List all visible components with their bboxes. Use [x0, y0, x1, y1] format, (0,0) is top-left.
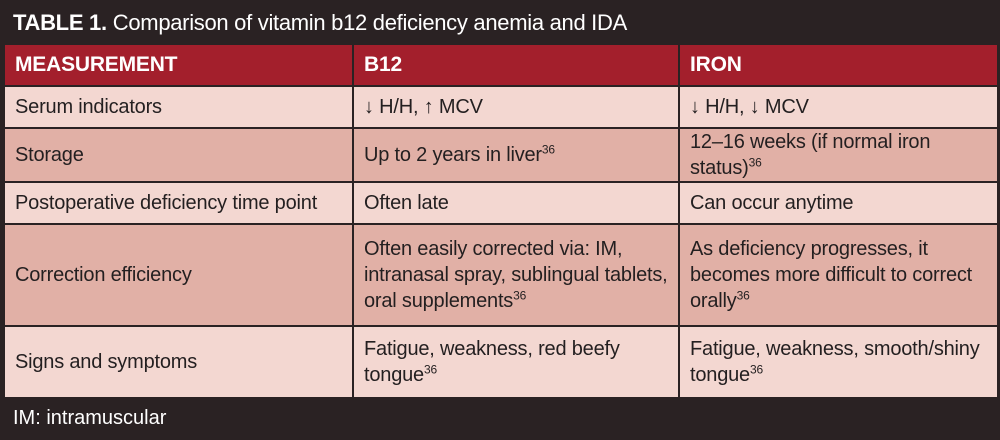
table-footnote: IM: intramuscular [13, 406, 167, 429]
table-row: Storage Up to 2 years in liver36 12–16 w… [3, 127, 999, 183]
cell-iron-text: As deficiency progresses, it becomes mor… [690, 238, 973, 312]
cell-iron: As deficiency progresses, it becomes mor… [678, 223, 999, 327]
cell-b12-text: Often easily corrected via: IM, intranas… [364, 238, 668, 312]
reference-superscript: 36 [541, 142, 555, 157]
header-measurement: MEASUREMENT [3, 43, 354, 87]
header-row: MEASUREMENT B12 IRON [3, 43, 999, 87]
cell-measurement: Correction efficiency [3, 223, 354, 327]
cell-b12-text: Fatigue, weakness, red beefy tongue [364, 338, 620, 386]
cell-measurement: Serum indicators [3, 85, 354, 129]
cell-iron: ↓ H/H, ↓ MCV [678, 85, 999, 129]
cell-b12: Fatigue, weakness, red beefy tongue36 [352, 325, 680, 399]
cell-b12: Often easily corrected via: IM, intranas… [352, 223, 680, 327]
cell-measurement: Signs and symptoms [3, 325, 354, 399]
cell-b12-text: ↓ H/H, ↑ MCV [364, 96, 483, 118]
cell-iron: Fatigue, weakness, smooth/shiny tongue36 [678, 325, 999, 399]
table-row: Serum indicators ↓ H/H, ↑ MCV ↓ H/H, ↓ M… [3, 85, 999, 129]
cell-iron-text: ↓ H/H, ↓ MCV [690, 96, 809, 118]
cell-b12: Up to 2 years in liver36 [352, 127, 680, 183]
reference-superscript: 36 [749, 362, 763, 377]
table-title-text: Comparison of vitamin b12 deficiency ane… [112, 10, 628, 35]
cell-measurement: Storage [3, 127, 354, 183]
reference-superscript: 36 [736, 288, 750, 303]
reference-superscript: 36 [423, 362, 437, 377]
table-title-label: TABLE 1. [13, 10, 107, 35]
table-row: Postoperative deficiency time point Ofte… [3, 181, 999, 225]
cell-iron: Can occur anytime [678, 181, 999, 225]
header-iron: IRON [678, 43, 999, 87]
cell-iron-text: Fatigue, weakness, smooth/shiny tongue [690, 338, 980, 386]
cell-b12-text: Up to 2 years in liver [364, 144, 542, 166]
cell-iron-text: Can occur anytime [690, 192, 854, 214]
cell-b12-text: Often late [364, 192, 449, 214]
table-row: Correction efficiency Often easily corre… [3, 223, 999, 327]
reference-superscript: 36 [748, 155, 762, 170]
table-title: TABLE 1. Comparison of vitamin b12 defic… [3, 3, 997, 43]
table-row: Signs and symptoms Fatigue, weakness, re… [3, 325, 999, 399]
cell-measurement: Postoperative deficiency time point [3, 181, 354, 225]
cell-iron: 12–16 weeks (if normal iron status)36 [678, 127, 999, 183]
reference-superscript: 36 [513, 288, 527, 303]
cell-b12: ↓ H/H, ↑ MCV [352, 85, 680, 129]
header-b12: B12 [352, 43, 680, 87]
cell-b12: Often late [352, 181, 680, 225]
cell-iron-text: 12–16 weeks (if normal iron status) [690, 131, 931, 179]
comparison-table: MEASUREMENT B12 IRON Serum indicators ↓ … [3, 43, 999, 399]
